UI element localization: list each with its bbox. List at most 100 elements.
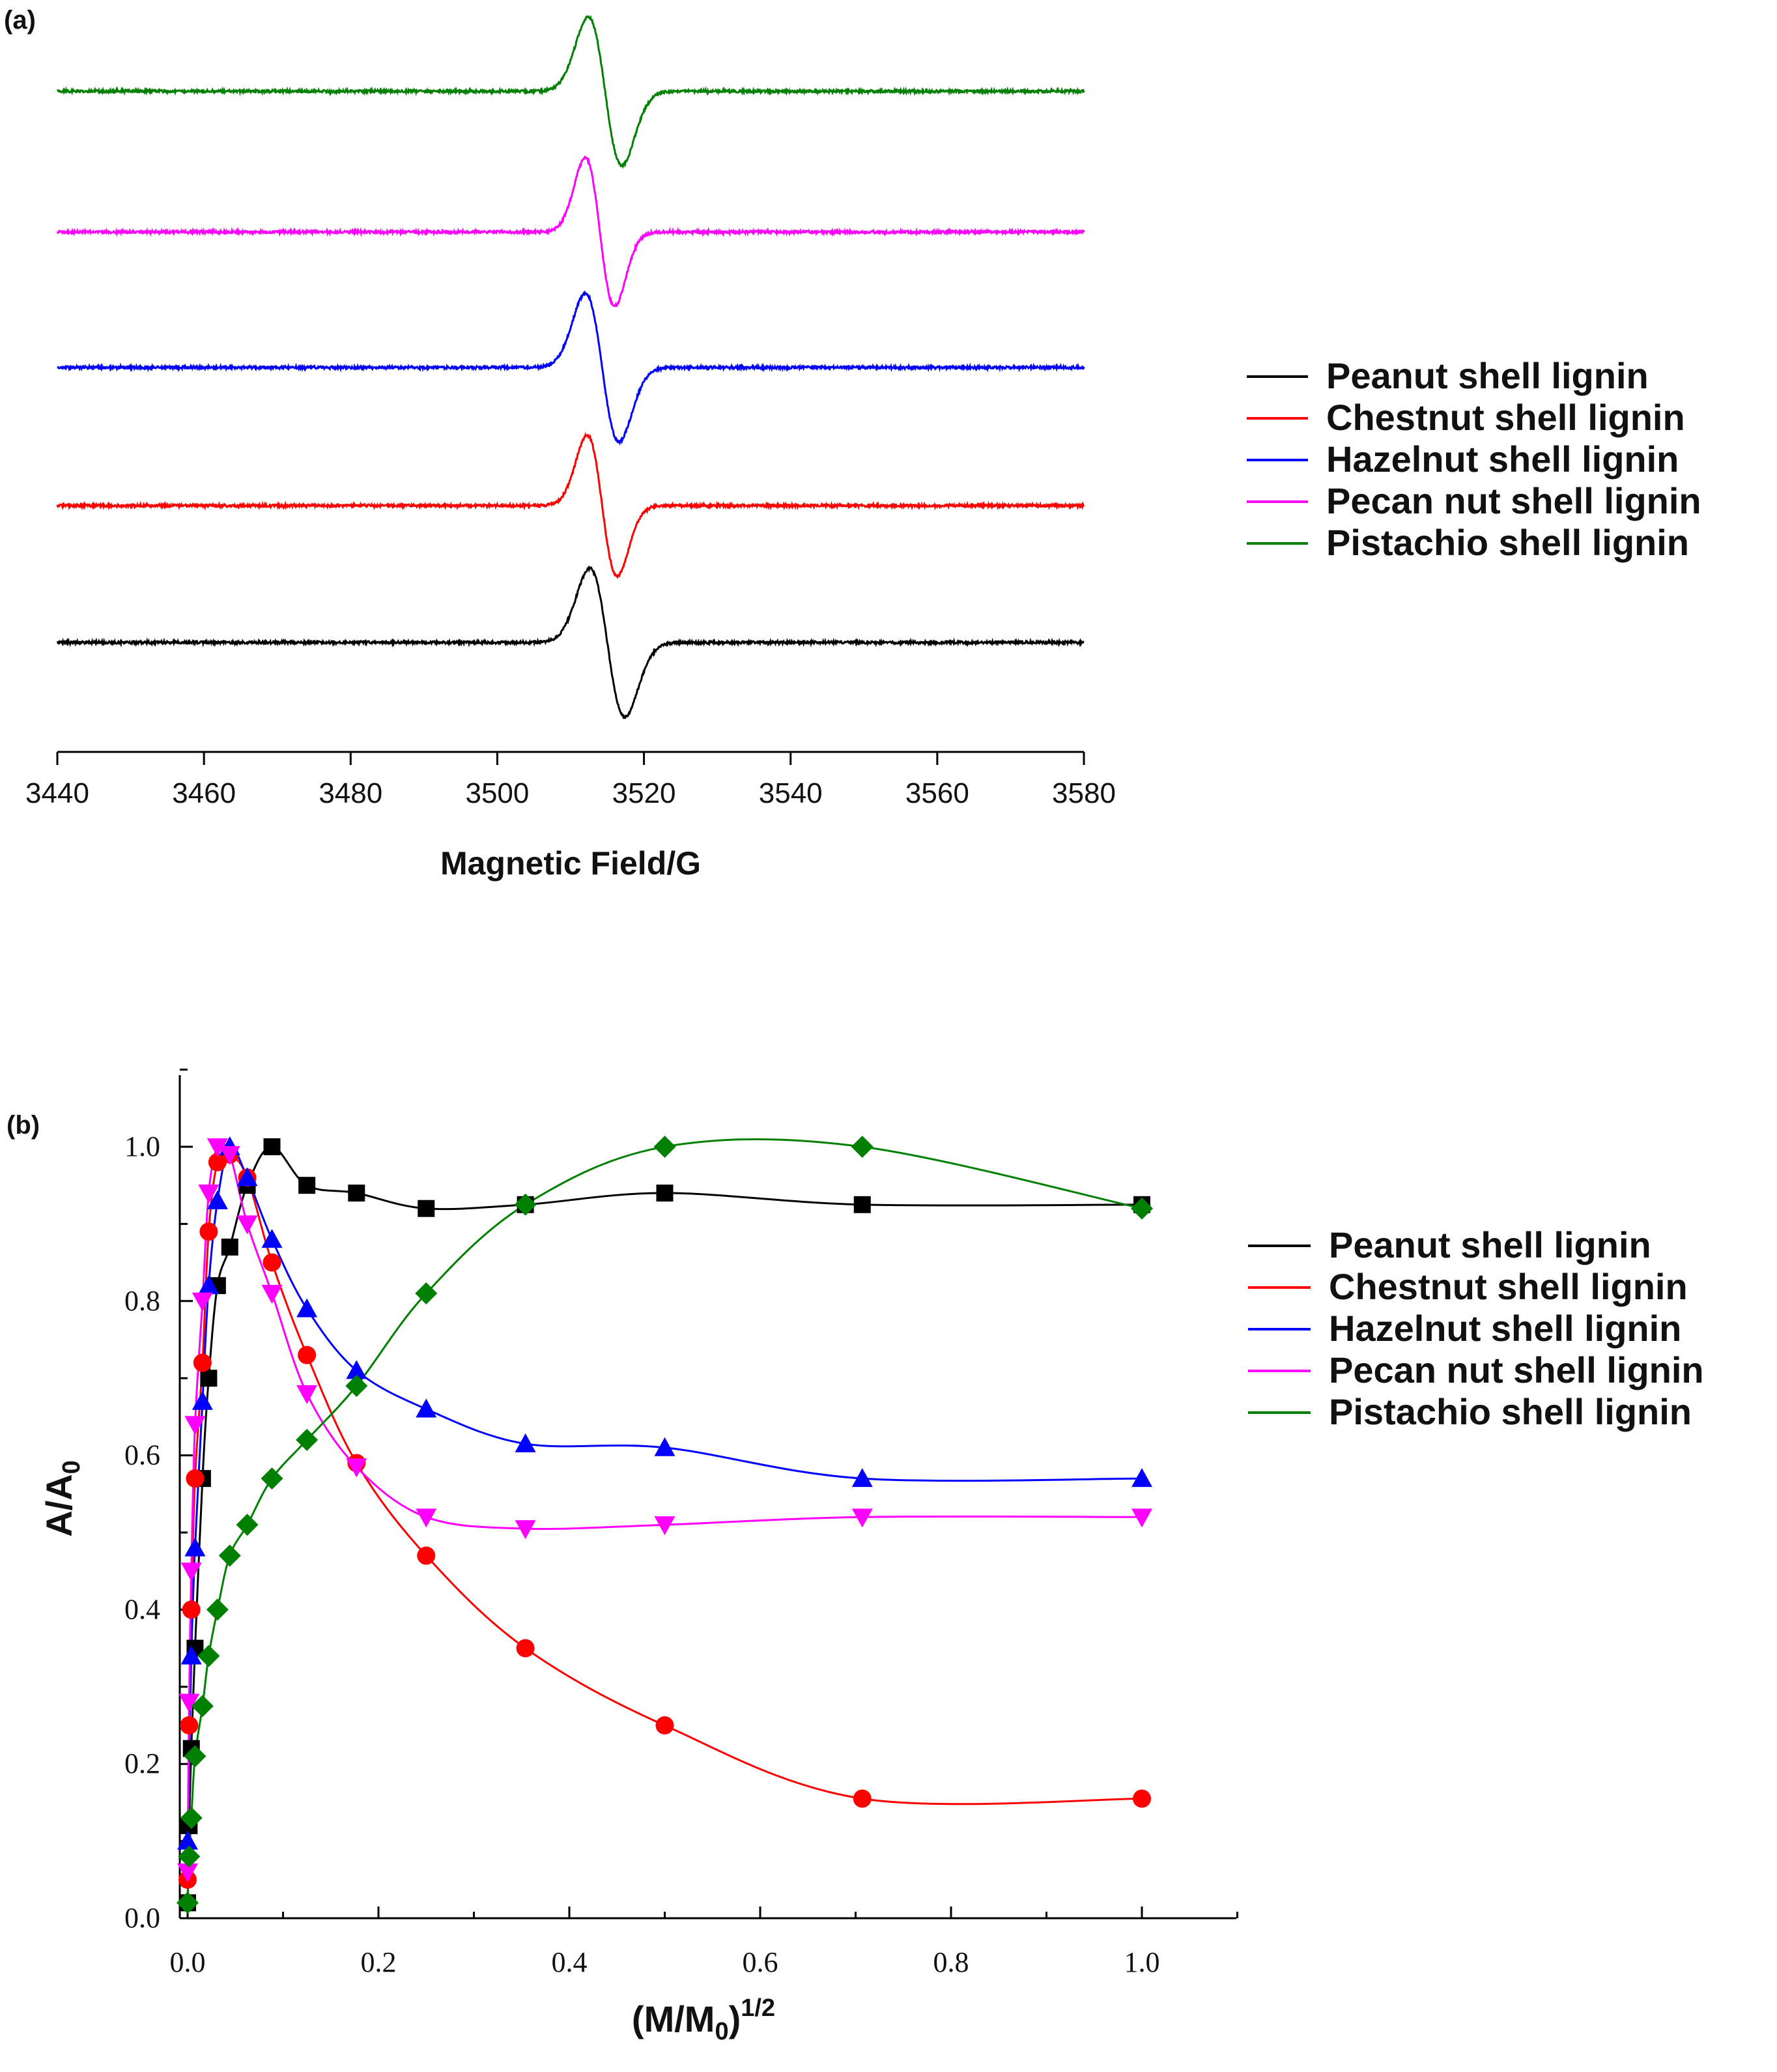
x-title-post: ) xyxy=(729,1998,741,2039)
panel-a-x-axis-title: Magnetic Field/G xyxy=(440,845,701,882)
spectrum-peanut-shell-lignin xyxy=(56,565,1085,720)
marker-pecan-nut-shell-lignin xyxy=(178,1693,200,1713)
marker-hazelnut-shell-lignin xyxy=(346,1360,367,1379)
legend-label-peanut-shell-lignin: Peanut shell lignin xyxy=(1326,355,1649,396)
y-tick-label: 0.2 xyxy=(124,1748,160,1779)
panel-b-y-axis-title: A/A0 xyxy=(38,1460,85,1537)
panel-a-x-ticks: 3440 3460 3480 3500 3520 3540 3560 3580 xyxy=(25,752,1116,809)
legend-label-peanut-shell-lignin: Peanut shell lignin xyxy=(1329,1224,1651,1265)
marker-pecan-nut-shell-lignin xyxy=(261,1284,283,1304)
marker-pecan-nut-shell-lignin xyxy=(177,1863,198,1882)
y-title-main: A/A xyxy=(38,1474,79,1536)
marker-hazelnut-shell-lignin xyxy=(236,1167,258,1187)
marker-pecan-nut-shell-lignin xyxy=(296,1385,318,1404)
x-tick-label: 3480 xyxy=(319,777,382,809)
marker-chestnut-shell-lignin xyxy=(655,1716,674,1734)
y-tick-label: 0.4 xyxy=(124,1593,160,1625)
legend-label-pecan-nut-shell-lignin: Pecan nut shell lignin xyxy=(1326,480,1701,521)
marker-pistachio-shell-lignin xyxy=(191,1695,214,1718)
panel-b-x-axis-title: (M/M0)1/2 xyxy=(632,1994,775,2045)
spectrum-pecan-nut-shell-lignin xyxy=(56,155,1085,308)
marker-pecan-nut-shell-lignin xyxy=(192,1292,213,1312)
marker-pecan-nut-shell-lignin xyxy=(184,1416,206,1435)
marker-chestnut-shell-lignin xyxy=(853,1789,872,1808)
panel-b-absorbance-plot: (b) 0.0 0.2 0.4 0.6 0.8 1.0 0.0 0.2 0.4 0.6 0.8 1.… xyxy=(7,1069,1704,2045)
marker-chestnut-shell-lignin xyxy=(180,1716,199,1734)
x-tick-label: 0.6 xyxy=(743,1946,778,1978)
marker-chestnut-shell-lignin xyxy=(186,1469,205,1488)
marker-pistachio-shell-lignin xyxy=(514,1193,537,1216)
panel-a-epr-spectra: (a) 3440 3460 3480 3500 3520 3540 3560 3580 Mag… xyxy=(4,6,1701,882)
x-title-pre: (M/M xyxy=(632,1998,715,2039)
marker-pistachio-shell-lignin xyxy=(1131,1197,1153,1220)
marker-peanut-shell-lignin xyxy=(853,1196,871,1213)
marker-peanut-shell-lignin xyxy=(263,1138,281,1155)
marker-chestnut-shell-lignin xyxy=(1133,1789,1151,1808)
marker-pistachio-shell-lignin xyxy=(177,1892,199,1914)
marker-pistachio-shell-lignin xyxy=(236,1514,259,1536)
legend-label-pistachio-shell-lignin: Pistachio shell lignin xyxy=(1326,522,1689,563)
x-tick-label: 3460 xyxy=(172,777,236,809)
spectrum-chestnut-shell-lignin xyxy=(56,431,1085,579)
y-tick-label: 0.6 xyxy=(124,1439,160,1471)
x-tick-label: 1.0 xyxy=(1124,1946,1160,1978)
marker-peanut-shell-lignin xyxy=(298,1177,316,1194)
marker-hazelnut-shell-lignin xyxy=(206,1190,228,1209)
panel-a-label: (a) xyxy=(4,6,36,35)
marker-pistachio-shell-lignin xyxy=(415,1282,438,1304)
marker-pecan-nut-shell-lignin xyxy=(236,1215,258,1235)
marker-pistachio-shell-lignin xyxy=(184,1745,206,1768)
legend-label-hazelnut-shell-lignin: Hazelnut shell lignin xyxy=(1329,1308,1681,1349)
legend-label-pistachio-shell-lignin: Pistachio shell lignin xyxy=(1329,1391,1692,1432)
marker-hazelnut-shell-lignin xyxy=(515,1433,536,1452)
marker-peanut-shell-lignin xyxy=(418,1200,435,1217)
x-tick-label: 0.2 xyxy=(361,1946,397,1978)
marker-chestnut-shell-lignin xyxy=(263,1253,281,1272)
x-title-sub: 0 xyxy=(715,2018,728,2045)
legend-label-hazelnut-shell-lignin: Hazelnut shell lignin xyxy=(1326,439,1679,480)
marker-peanut-shell-lignin xyxy=(348,1185,365,1202)
y-title-sub: 0 xyxy=(58,1460,85,1474)
marker-hazelnut-shell-lignin xyxy=(1131,1468,1152,1488)
marker-peanut-shell-lignin xyxy=(200,1370,218,1387)
marker-pistachio-shell-lignin xyxy=(261,1467,283,1490)
marker-hazelnut-shell-lignin xyxy=(296,1298,318,1317)
curve-pecan-nut-shell-lignin xyxy=(186,1142,1143,1873)
panel-b-y-ticks: 0.0 0.2 0.4 0.6 0.8 1.0 xyxy=(124,1069,193,1934)
marker-pecan-nut-shell-lignin xyxy=(515,1520,536,1540)
marker-pecan-nut-shell-lignin xyxy=(346,1458,367,1478)
marker-pistachio-shell-lignin xyxy=(180,1807,203,1830)
marker-pecan-nut-shell-lignin xyxy=(851,1508,873,1528)
panel-a-traces xyxy=(56,14,1085,720)
marker-pistachio-shell-lignin xyxy=(206,1598,229,1621)
x-title-sup: 1/2 xyxy=(741,1994,775,2022)
panel-b-markers xyxy=(177,1136,1153,1914)
x-tick-label: 0.4 xyxy=(552,1946,588,1978)
spectrum-pistachio-shell-lignin xyxy=(56,14,1085,169)
marker-peanut-shell-lignin xyxy=(221,1238,238,1256)
marker-pecan-nut-shell-lignin xyxy=(1131,1508,1152,1528)
marker-pecan-nut-shell-lignin xyxy=(416,1508,437,1528)
marker-hazelnut-shell-lignin xyxy=(654,1437,675,1456)
marker-pistachio-shell-lignin xyxy=(851,1136,874,1158)
marker-pistachio-shell-lignin xyxy=(653,1136,676,1158)
marker-pecan-nut-shell-lignin xyxy=(206,1138,228,1157)
marker-chestnut-shell-lignin xyxy=(182,1600,201,1619)
marker-pistachio-shell-lignin xyxy=(178,1845,201,1868)
marker-hazelnut-shell-lignin xyxy=(851,1468,873,1488)
x-tick-label: 0.0 xyxy=(170,1946,206,1978)
marker-hazelnut-shell-lignin xyxy=(261,1229,283,1248)
marker-pecan-nut-shell-lignin xyxy=(219,1145,240,1165)
marker-hazelnut-shell-lignin xyxy=(180,1645,202,1665)
marker-pecan-nut-shell-lignin xyxy=(654,1516,675,1536)
legend-label-pecan-nut-shell-lignin: Pecan nut shell lignin xyxy=(1329,1349,1704,1390)
x-tick-label: 0.8 xyxy=(933,1946,969,1978)
legend-label-chestnut-shell-lignin: Chestnut shell lignin xyxy=(1326,397,1685,438)
marker-hazelnut-shell-lignin xyxy=(198,1275,220,1295)
marker-pistachio-shell-lignin xyxy=(218,1544,241,1567)
marker-hazelnut-shell-lignin xyxy=(177,1830,198,1850)
x-tick-label: 3520 xyxy=(612,777,676,809)
